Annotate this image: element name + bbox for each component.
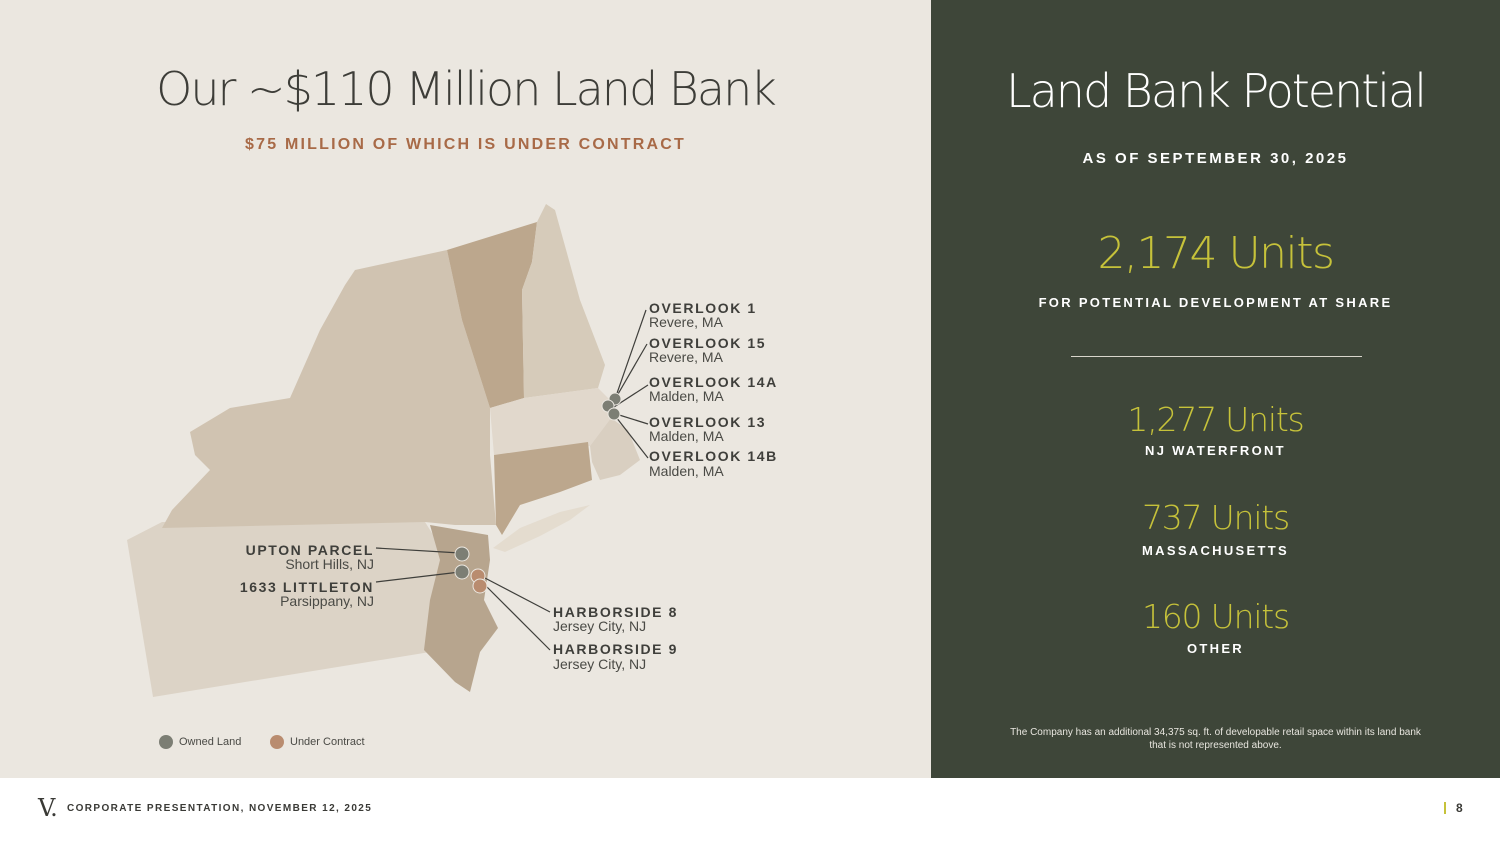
massachusetts-units: 737 Units <box>1141 498 1290 537</box>
footnote: The Company has an additional 34,375 sq.… <box>1010 727 1421 751</box>
marker-overlook-14a[interactable] <box>607 407 621 421</box>
total-units: 2,174 Units <box>1097 228 1335 279</box>
state-massachusetts-cape <box>590 418 640 480</box>
label-1633-littleton: 1633 LITTLETON <box>240 579 374 595</box>
state-pennsylvania <box>127 522 452 697</box>
label-upton-parcel-city: Short Hills, NJ <box>285 556 374 572</box>
footer <box>0 778 1500 843</box>
long-island <box>493 505 590 552</box>
page-subtitle: $75 MILLION OF WHICH IS UNDER CONTRACT <box>245 136 686 153</box>
label-overlook-15: OVERLOOK 15 <box>649 335 766 351</box>
legend-under-contract: Under Contract <box>270 735 365 749</box>
land-bank-map: OVERLOOK 1 Revere, MA OVERLOOK 15 Revere… <box>127 204 778 697</box>
marker-upton-parcel[interactable] <box>454 546 470 562</box>
state-new-jersey <box>424 525 498 692</box>
page-title: Our ~$110 Million Land Bank <box>156 62 777 116</box>
label-overlook-14b: OVERLOOK 14B <box>649 448 778 464</box>
label-harborside-8-city: Jersey City, NJ <box>553 618 646 634</box>
state-vermont <box>447 222 537 408</box>
state-new-york <box>162 250 496 528</box>
legend-owned-label: Owned Land <box>179 736 242 748</box>
label-harborside-9: HARBORSIDE 9 <box>553 641 678 657</box>
label-overlook-15-city: Revere, MA <box>649 349 724 365</box>
state-connecticut <box>494 442 592 535</box>
nj-waterfront-label: NJ WATERFRONT <box>1145 443 1286 458</box>
total-units-label: FOR POTENTIAL DEVELOPMENT AT SHARE <box>1038 295 1393 310</box>
other-label: OTHER <box>1187 641 1244 656</box>
marker-harborside-9[interactable] <box>472 578 488 594</box>
company-logo: V. <box>38 794 58 822</box>
nj-waterfront-units: 1,277 Units <box>1127 400 1304 439</box>
legend-under-contract-dot <box>270 735 284 749</box>
page-number: 8 <box>1456 801 1463 815</box>
state-new-hampshire <box>522 204 605 398</box>
potential-title: Land Bank Potential <box>1005 64 1427 118</box>
label-overlook-14a-city: Malden, MA <box>649 388 724 404</box>
label-overlook-14a: OVERLOOK 14A <box>649 374 778 390</box>
legend-owned-dot <box>159 735 173 749</box>
right-panel <box>931 0 1500 778</box>
label-overlook-14b-city: Malden, MA <box>649 463 724 479</box>
legend-owned: Owned Land <box>159 735 241 749</box>
other-units: 160 Units <box>1141 597 1290 636</box>
divider <box>1071 356 1362 357</box>
leader-lines <box>375 309 649 651</box>
label-overlook-13: OVERLOOK 13 <box>649 414 766 430</box>
label-harborside-8: HARBORSIDE 8 <box>553 604 678 620</box>
state-massachusetts <box>490 388 612 455</box>
label-overlook-1-city: Revere, MA <box>649 314 724 330</box>
label-overlook-1: OVERLOOK 1 <box>649 300 757 316</box>
label-harborside-9-city: Jersey City, NJ <box>553 656 646 672</box>
location-markers <box>454 392 622 594</box>
label-overlook-13-city: Malden, MA <box>649 428 724 444</box>
label-1633-littleton-city: Parsippany, NJ <box>280 593 374 609</box>
as-of-date: AS OF SEPTEMBER 30, 2025 <box>1082 150 1349 167</box>
label-upton-parcel: UPTON PARCEL <box>246 542 374 558</box>
page-number-accent <box>1444 802 1446 814</box>
footer-caption: CORPORATE PRESENTATION, NOVEMBER 12, 202… <box>67 803 373 814</box>
legend-under-contract-label: Under Contract <box>290 736 365 748</box>
marker-1633-littleton[interactable] <box>454 564 470 580</box>
massachusetts-label: MASSACHUSETTS <box>1142 543 1289 558</box>
